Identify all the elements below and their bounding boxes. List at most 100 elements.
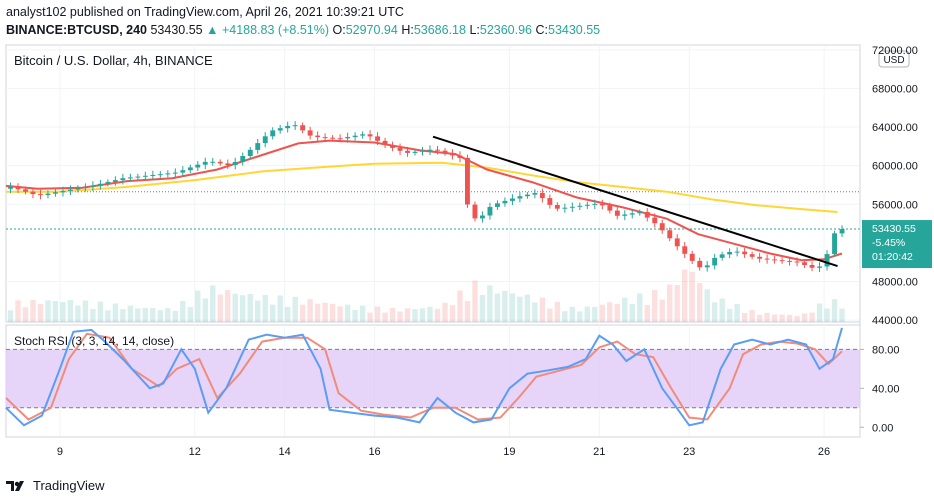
candle — [187, 167, 193, 171]
candle — [45, 193, 51, 195]
candle — [637, 212, 643, 214]
volume-bar — [30, 300, 36, 322]
candle — [180, 170, 186, 173]
volume-bar — [592, 307, 598, 322]
volume-bar — [509, 293, 516, 322]
volume-bar — [404, 308, 411, 322]
volume-bar — [90, 309, 96, 322]
candle — [382, 140, 388, 145]
candle — [8, 186, 13, 189]
volume-bar — [262, 294, 268, 322]
x-tick-label: 14 — [279, 446, 291, 458]
volume-bar — [67, 300, 74, 322]
candle — [367, 134, 373, 137]
currency-label: USD — [883, 55, 904, 66]
stoch-pane-title: Stoch RSI (3, 3, 14, 14, close) — [14, 334, 174, 348]
volume-bar — [674, 285, 680, 322]
volume-bar — [195, 290, 201, 322]
volume-bar — [712, 302, 718, 322]
candle — [322, 137, 328, 139]
candle — [719, 254, 725, 258]
candle — [247, 149, 253, 156]
volume-bar — [659, 299, 665, 322]
candle — [435, 149, 440, 151]
y-tick-label: 64000.00 — [872, 122, 918, 134]
stoch-rsi-pane[interactable]: Stoch RSI (3, 3, 14, 14, close) — [5, 324, 861, 438]
volume-bar — [120, 309, 126, 322]
volume-bar — [60, 302, 66, 322]
currency-badge[interactable] — [878, 50, 910, 68]
volume-bar — [307, 299, 313, 322]
last-price: 53430.55 — [150, 23, 203, 37]
volume-bar — [277, 295, 283, 322]
volume-bar — [187, 307, 193, 322]
y-tick-label: 68000.00 — [872, 83, 918, 95]
publish-info: analyst102 published on TradingView.com,… — [6, 5, 404, 19]
candle — [787, 260, 793, 262]
volume-bar — [322, 302, 328, 322]
candle — [525, 194, 530, 197]
candle — [157, 174, 163, 176]
volume-bar — [344, 304, 351, 322]
candle — [38, 194, 43, 196]
low-value: 52360.96 — [479, 23, 533, 37]
candle — [689, 253, 695, 261]
candle — [255, 143, 261, 150]
price-pane[interactable]: Bitcoin / U.S. Dollar, 4h, BINANCE USD — [5, 44, 910, 323]
candle — [487, 206, 493, 216]
candle — [794, 261, 800, 263]
volume-bar — [584, 306, 590, 322]
volume-bar — [270, 304, 276, 322]
last-price-box — [862, 220, 932, 269]
candle — [150, 175, 156, 176]
candle — [60, 190, 66, 193]
volume-bar — [599, 304, 605, 322]
candle — [510, 198, 515, 201]
trendline[interactable] — [432, 135, 838, 267]
x-tick-label: 19 — [503, 446, 515, 458]
candle — [772, 259, 778, 261]
volume-bar — [292, 296, 298, 322]
candle — [742, 251, 748, 255]
volume-bar — [165, 308, 171, 322]
volume-bar — [494, 293, 501, 322]
candle — [98, 183, 103, 186]
volume-bar — [382, 312, 388, 322]
volume-bar — [7, 310, 14, 322]
volume-bar — [464, 301, 471, 322]
y-tick-label: 56000.00 — [872, 199, 918, 211]
candle — [30, 191, 36, 195]
candle — [622, 214, 628, 216]
volume-bar — [741, 313, 748, 322]
candle — [465, 157, 470, 205]
x-tick-label: 26 — [818, 446, 830, 458]
volume-bar — [157, 310, 163, 322]
tradingview-logo-icon — [6, 479, 28, 493]
candle — [15, 186, 21, 190]
volume-bar — [285, 306, 291, 322]
candle — [562, 207, 568, 209]
volume-bar — [487, 285, 493, 322]
volume-bar — [217, 294, 223, 322]
candle — [172, 172, 178, 174]
volume-bar — [607, 302, 613, 322]
countdown-label: 01:20:42 — [872, 251, 913, 263]
candle — [839, 229, 845, 234]
candle — [629, 213, 635, 215]
price-pane-frame — [5, 44, 861, 323]
y-tick-label: 60000.00 — [872, 161, 918, 173]
candle — [764, 258, 770, 260]
candle — [599, 203, 605, 206]
volume-bar — [629, 303, 635, 322]
x-tick-label: 9 — [57, 446, 63, 458]
candle — [554, 205, 560, 209]
volume-bar — [374, 306, 381, 322]
candle — [53, 192, 58, 194]
volume-bar — [532, 302, 538, 322]
candle — [112, 180, 118, 182]
volume-bar — [412, 309, 418, 322]
candle — [397, 147, 403, 151]
volume-bar — [524, 294, 531, 322]
axes: 72000.00 68000.00 64000.00 60000.00 56000.00… — [6, 45, 932, 458]
